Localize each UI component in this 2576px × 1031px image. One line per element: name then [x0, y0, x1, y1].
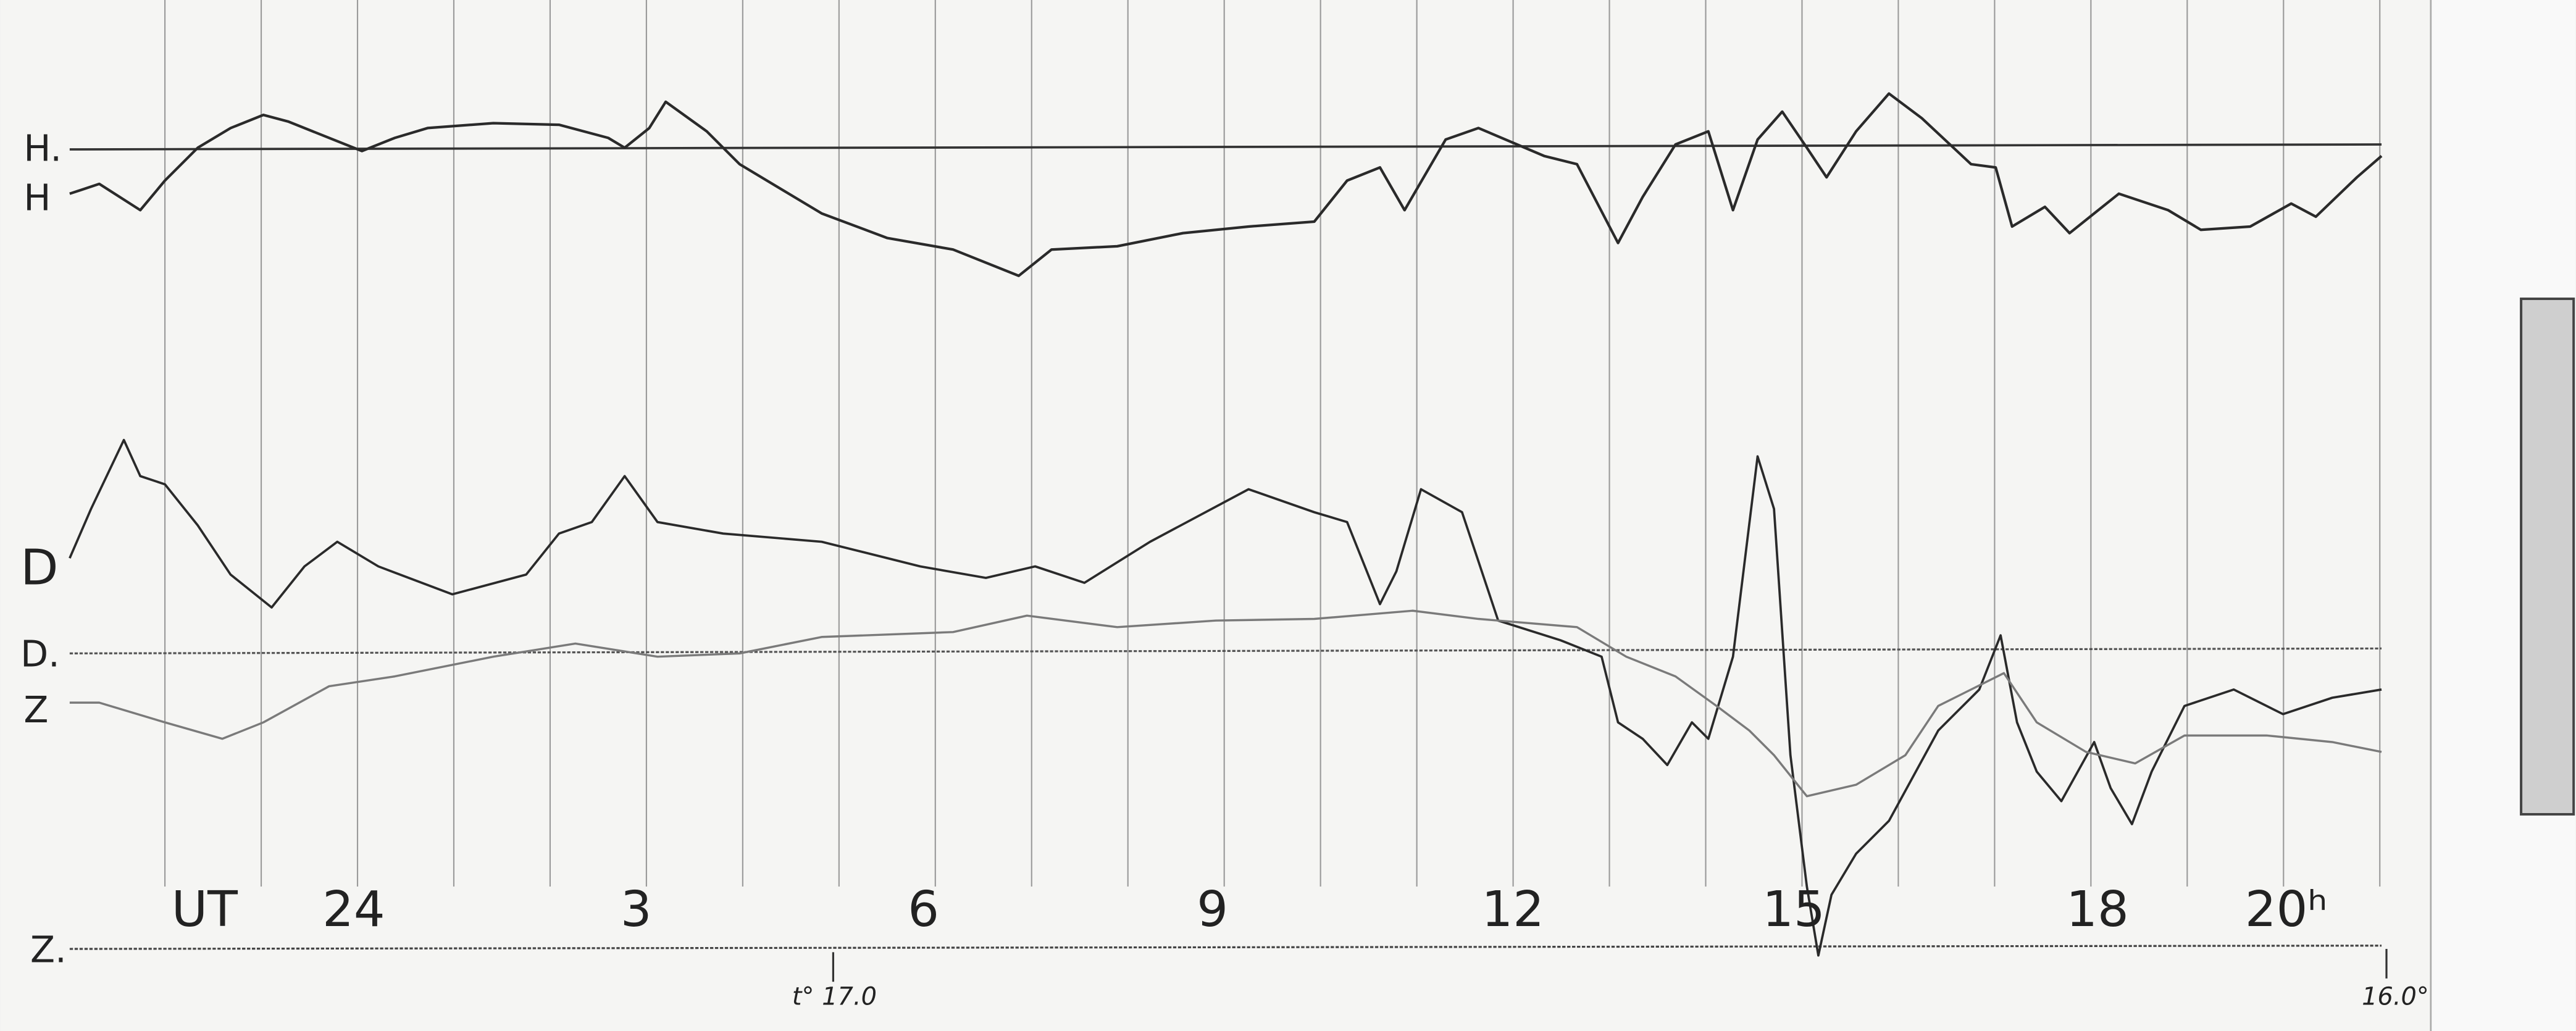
temperature-start: t° 17.0 — [792, 982, 877, 1011]
h-label: H — [23, 177, 51, 219]
d-base-label: D. — [20, 633, 60, 675]
z-trace — [69, 609, 2382, 798]
hour-label: 6 — [908, 880, 939, 938]
h-baseline — [69, 143, 2382, 151]
h-trace — [69, 92, 2383, 277]
h-base-label: H. — [23, 128, 62, 170]
d-label: D — [20, 539, 58, 596]
z-baseline — [69, 945, 2382, 950]
hour-labels: 24 3 6 9 12 15 18 20ʰ — [322, 880, 2328, 938]
gray-scale — [2520, 297, 2575, 816]
temperature-end: 16.0° — [2362, 982, 2429, 1011]
hour-label: 15 — [1762, 880, 1825, 938]
z-label: Z — [23, 689, 48, 731]
hour-label: 9 — [1197, 880, 1228, 938]
hour-label: 24 — [322, 880, 385, 938]
ut-label: UT — [172, 880, 238, 938]
hour-label: 20ʰ — [2245, 880, 2328, 938]
paper — [1, 0, 2431, 1031]
hour-label: 18 — [2066, 880, 2128, 938]
hour-label: 12 — [1482, 880, 1545, 938]
hour-label: 3 — [621, 880, 652, 938]
z-base-label: Z. — [30, 929, 67, 970]
